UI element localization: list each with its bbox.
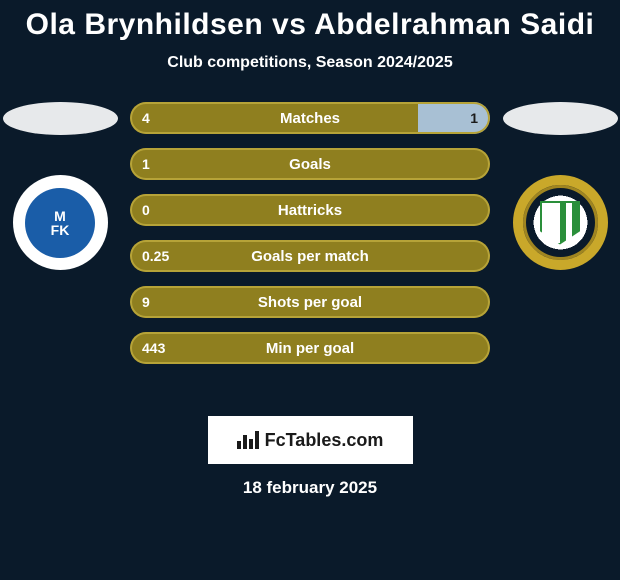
stat-bar-value-left: 9 (130, 286, 162, 318)
stat-bar: Shots per goal9 (130, 286, 490, 318)
stat-bar-label: Goals (130, 148, 490, 180)
club-badge-left-icon: M FK (13, 175, 108, 270)
brand-logo: FcTables.com (208, 416, 413, 464)
player-right-silhouette-icon (503, 102, 618, 135)
player-left-silhouette-icon (3, 102, 118, 135)
stat-bar-label: Goals per match (130, 240, 490, 272)
player-left-column: M FK (0, 102, 120, 270)
stat-bar: Hattricks0 (130, 194, 490, 226)
stat-bar-label: Matches (130, 102, 490, 134)
stat-bar: Goals per match0.25 (130, 240, 490, 272)
stat-bar-label: Hattricks (130, 194, 490, 226)
stat-bar-value-left: 1 (130, 148, 162, 180)
chart-icon (237, 431, 259, 449)
brand-text: FcTables.com (265, 430, 384, 451)
stat-bars: Matches41Goals1Hattricks0Goals per match… (130, 102, 490, 364)
comparison-date: 18 february 2025 (0, 478, 620, 498)
stat-bar: Min per goal443 (130, 332, 490, 364)
club-left-text-top: M (54, 209, 66, 223)
stat-bar: Matches4 1 (130, 102, 490, 134)
club-badge-right-icon (513, 175, 608, 270)
stat-bar-label: Min per goal (130, 332, 490, 364)
stat-bar-value-left: 4 (130, 102, 162, 134)
stat-bar-label: Shots per goal (130, 286, 490, 318)
stat-bar: Goals1 (130, 148, 490, 180)
stat-bar-value-left: 0 (130, 194, 162, 226)
stat-bar-value-left: 443 (130, 332, 177, 364)
player-right-column (500, 102, 620, 270)
club-left-text-bot: FK (51, 223, 70, 237)
stat-bar-value-left: 0.25 (130, 240, 181, 272)
comparison-title: Ola Brynhildsen vs Abdelrahman Saidi (0, 0, 620, 42)
club-badge-left-inner: M FK (25, 188, 95, 258)
stat-bar-value-right: 1 (458, 102, 490, 134)
comparison-content: M FK Matches41Goals1Hattricks0Goals per … (0, 102, 620, 402)
comparison-subtitle: Club competitions, Season 2024/2025 (0, 54, 620, 72)
